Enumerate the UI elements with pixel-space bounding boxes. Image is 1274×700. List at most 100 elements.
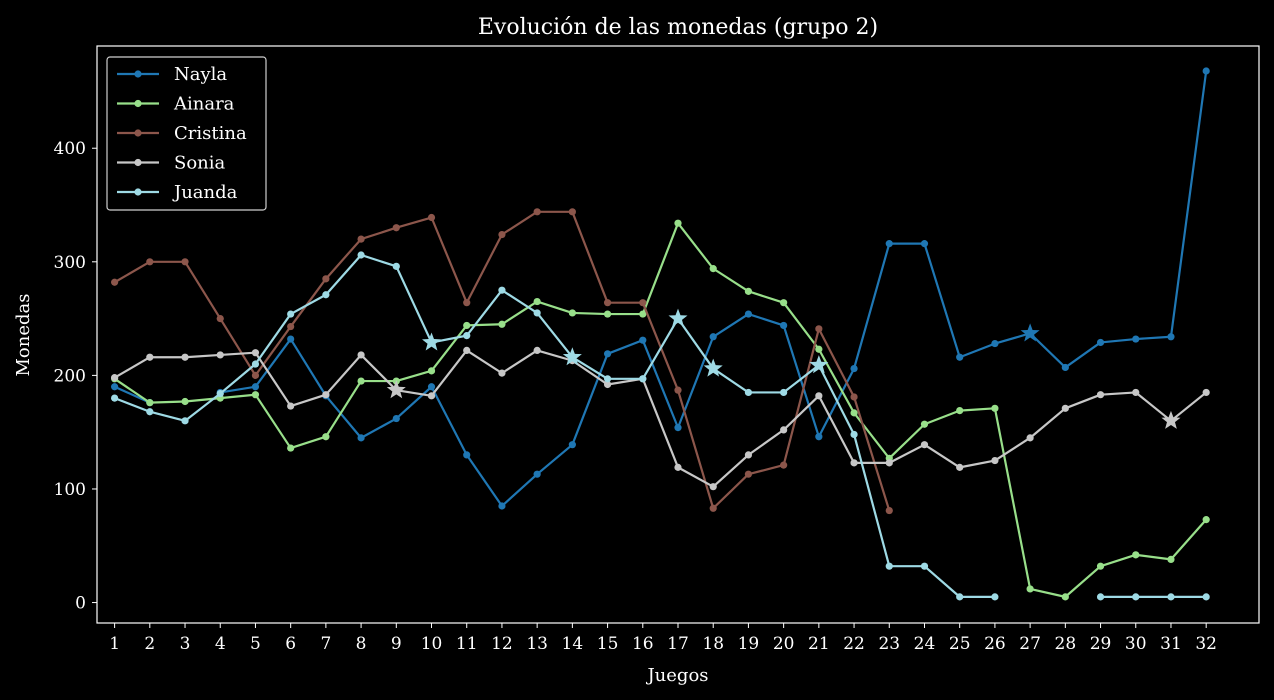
data-point [146, 353, 154, 361]
data-point [357, 235, 365, 243]
x-tick-label: 32 [1195, 634, 1217, 654]
series-cristina [111, 208, 893, 515]
legend-label: Cristina [174, 123, 247, 144]
data-point [991, 593, 999, 601]
legend-label: Juanda [172, 182, 238, 203]
data-point [1026, 434, 1034, 442]
data-point [463, 321, 471, 330]
data-point [463, 346, 471, 355]
data-point [780, 388, 788, 397]
data-point [956, 463, 964, 471]
data-point [498, 502, 506, 510]
data-point [498, 369, 506, 377]
data-point [427, 383, 436, 391]
legend-item-juanda: Juanda [117, 182, 238, 203]
data-point [815, 392, 823, 400]
data-point [991, 456, 999, 465]
data-point [709, 333, 717, 341]
data-point [1061, 363, 1069, 372]
x-tick-label: 8 [356, 634, 367, 654]
data-point [498, 230, 506, 239]
x-tick-label: 15 [597, 634, 619, 654]
data-point [1167, 593, 1175, 601]
x-tick-label: 13 [526, 634, 548, 654]
legend-label: Ainara [173, 94, 235, 115]
data-point [498, 320, 506, 328]
x-tick-label: 30 [1125, 634, 1147, 654]
y-tick-label: 400 [54, 139, 86, 159]
data-point [251, 349, 260, 357]
data-point [1132, 551, 1140, 559]
x-tick-label: 6 [285, 634, 296, 654]
data-point [216, 314, 224, 323]
data-point [533, 297, 541, 306]
x-tick-label: 27 [1019, 634, 1041, 654]
series-line [114, 349, 1207, 488]
data-point [639, 375, 647, 383]
data-point [322, 275, 330, 283]
data-point [1202, 67, 1210, 75]
data-point [111, 278, 119, 286]
data-point [603, 299, 612, 307]
data-point [111, 374, 119, 382]
y-tick-label: 300 [54, 253, 86, 273]
data-point [674, 424, 682, 432]
chart-title: Evolución de las monedas (grupo 2) [478, 15, 878, 40]
data-point [603, 310, 612, 318]
data-point [850, 364, 858, 373]
data-point [287, 322, 295, 331]
data-point [709, 265, 717, 273]
star-marker [668, 308, 688, 327]
legend-item-cristina: Cristina [117, 123, 247, 144]
x-tick-label: 24 [914, 634, 936, 654]
y-tick-label: 100 [54, 480, 86, 500]
data-point [181, 353, 189, 361]
data-point [357, 251, 365, 259]
data-point [181, 417, 189, 425]
series-juanda [111, 251, 1210, 601]
data-point [603, 375, 612, 383]
x-tick-label: 4 [215, 634, 226, 654]
x-tick-label: 16 [632, 634, 654, 654]
data-point [427, 213, 436, 222]
data-point [568, 441, 576, 449]
x-tick-label: 31 [1160, 634, 1182, 654]
legend-item-sonia: Sonia [117, 153, 226, 174]
data-point [251, 360, 260, 368]
legend-label: Nayla [174, 64, 227, 85]
x-tick-label: 12 [491, 634, 513, 654]
data-point [322, 391, 330, 399]
star-marker [703, 358, 723, 377]
data-point [674, 219, 682, 227]
data-point [780, 299, 788, 307]
data-point [357, 434, 365, 442]
data-point [991, 339, 999, 348]
data-point [533, 309, 541, 317]
x-tick-label: 17 [667, 634, 689, 654]
x-tick-label: 9 [391, 634, 402, 654]
data-point [1061, 593, 1069, 601]
data-point [991, 404, 999, 412]
data-point [709, 483, 717, 491]
x-tick-label: 14 [562, 634, 584, 654]
data-point [427, 367, 436, 375]
data-point [1096, 338, 1105, 347]
data-point [1202, 388, 1210, 397]
legend-marker [134, 99, 142, 108]
star-marker [422, 332, 442, 351]
data-point [427, 392, 436, 400]
x-tick-label: 11 [456, 634, 478, 654]
data-point [1061, 404, 1069, 412]
legend-item-ainara: Ainara [117, 94, 235, 115]
data-point [322, 291, 330, 299]
data-point [603, 350, 612, 358]
data-point [463, 451, 471, 459]
data-point [709, 504, 717, 512]
star-marker [1020, 323, 1040, 342]
data-point [674, 463, 682, 471]
data-point [780, 426, 788, 434]
data-point [287, 335, 295, 343]
data-point [216, 389, 224, 398]
data-point [885, 562, 893, 570]
data-point [498, 286, 506, 294]
